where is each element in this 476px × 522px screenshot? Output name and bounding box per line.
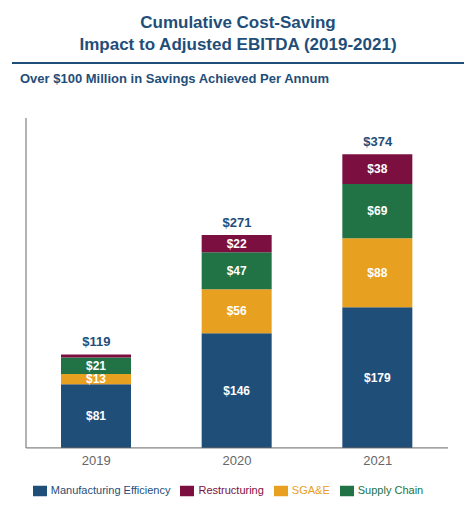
svg-text:$21: $21 (86, 359, 106, 373)
svg-text:2020: 2020 (223, 453, 252, 468)
html-text:Over $100 Million in Savings A: Over $100 Million in Savings Achieved Pe… (20, 71, 329, 86)
svg-text:$374: $374 (363, 134, 393, 149)
html-text:Impact to Adjusted EBITDA (201: Impact to Adjusted EBITDA (2019-2021) (79, 35, 397, 54)
svg-text:$13: $13 (86, 372, 106, 386)
svg-text:$146: $146 (223, 384, 250, 398)
svg-text:$271: $271 (223, 215, 252, 230)
html-text:Cumulative Cost-Saving: Cumulative Cost-Saving (140, 13, 336, 32)
svg-text:$47: $47 (227, 264, 247, 278)
svg-text:2021: 2021 (363, 453, 392, 468)
svg-text:2019: 2019 (82, 453, 111, 468)
svg-text:$88: $88 (367, 266, 387, 280)
svg-text:$119: $119 (82, 334, 110, 349)
html-text:Restructuring: Restructuring (198, 483, 264, 496)
svg-text:$22: $22 (227, 237, 247, 251)
svg-text:$38: $38 (367, 162, 387, 176)
html-text:Manufacturing Efficiency: Manufacturing Efficiency (50, 483, 171, 496)
html-text:Supply Chain: Supply Chain (357, 483, 424, 496)
svg-text:$81: $81 (86, 409, 106, 423)
html-text:SGA&E: SGA&E (291, 483, 330, 496)
svg-text:$69: $69 (367, 204, 387, 218)
svg-text:$56: $56 (227, 304, 247, 318)
svg-text:$179: $179 (364, 371, 391, 385)
